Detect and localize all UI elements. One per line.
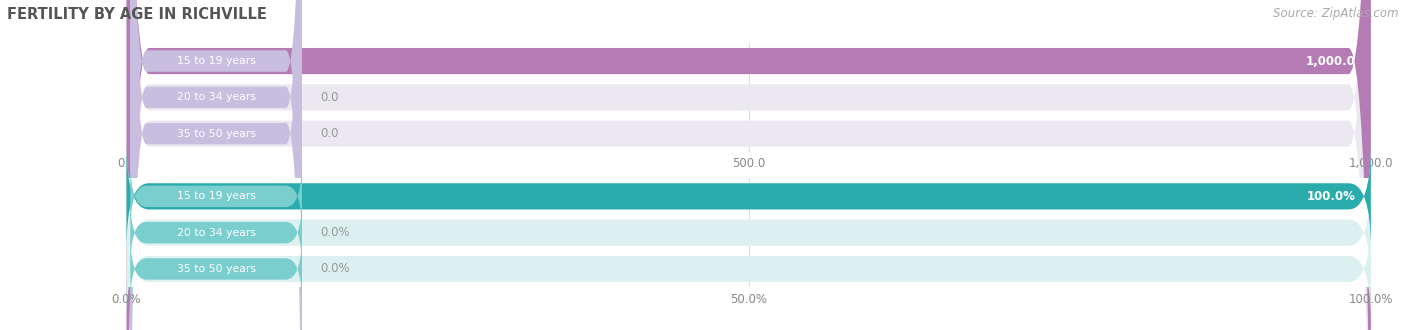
FancyBboxPatch shape bbox=[131, 160, 302, 233]
Text: 0.0: 0.0 bbox=[321, 127, 339, 140]
FancyBboxPatch shape bbox=[127, 217, 1371, 321]
FancyBboxPatch shape bbox=[127, 0, 1371, 330]
FancyBboxPatch shape bbox=[127, 144, 1371, 248]
FancyBboxPatch shape bbox=[131, 196, 302, 269]
FancyBboxPatch shape bbox=[127, 0, 1371, 330]
Text: 1,000.0: 1,000.0 bbox=[1306, 54, 1355, 68]
FancyBboxPatch shape bbox=[131, 232, 302, 306]
Text: 15 to 19 years: 15 to 19 years bbox=[177, 56, 256, 66]
Text: 35 to 50 years: 35 to 50 years bbox=[177, 264, 256, 274]
Text: Source: ZipAtlas.com: Source: ZipAtlas.com bbox=[1274, 7, 1399, 19]
FancyBboxPatch shape bbox=[127, 0, 1371, 330]
Text: 100.0%: 100.0% bbox=[1308, 190, 1355, 203]
FancyBboxPatch shape bbox=[127, 144, 1371, 248]
Text: 20 to 34 years: 20 to 34 years bbox=[177, 228, 256, 238]
Text: 0.0%: 0.0% bbox=[321, 262, 350, 276]
Text: 0.0: 0.0 bbox=[321, 91, 339, 104]
FancyBboxPatch shape bbox=[131, 0, 302, 330]
FancyBboxPatch shape bbox=[131, 0, 302, 330]
Text: 15 to 19 years: 15 to 19 years bbox=[177, 191, 256, 201]
FancyBboxPatch shape bbox=[127, 181, 1371, 285]
FancyBboxPatch shape bbox=[131, 0, 302, 330]
Text: 0.0%: 0.0% bbox=[321, 226, 350, 239]
Text: FERTILITY BY AGE IN RICHVILLE: FERTILITY BY AGE IN RICHVILLE bbox=[7, 7, 267, 21]
Text: 35 to 50 years: 35 to 50 years bbox=[177, 129, 256, 139]
FancyBboxPatch shape bbox=[127, 0, 1371, 330]
Text: 20 to 34 years: 20 to 34 years bbox=[177, 92, 256, 102]
